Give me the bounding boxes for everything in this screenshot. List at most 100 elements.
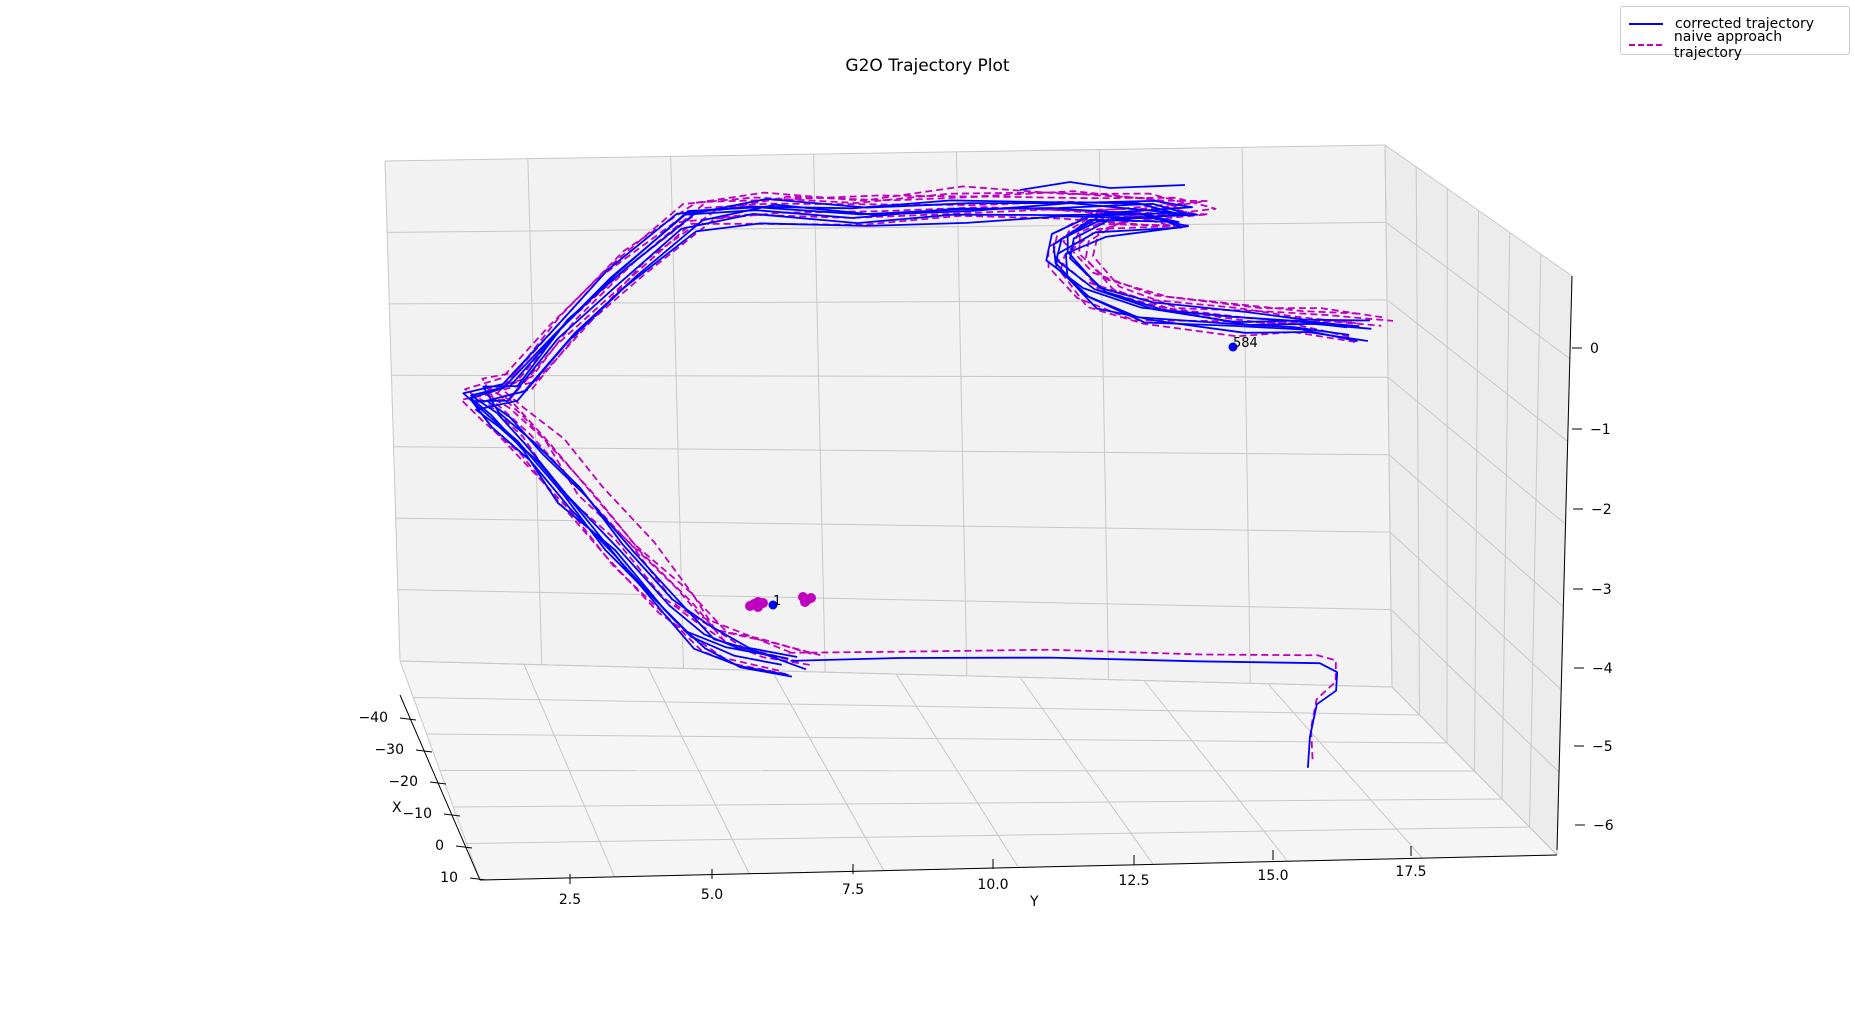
legend-item-naive: naive approach trajectory — [1621, 29, 1849, 61]
naive-trajectory-line — [472, 214, 1359, 675]
corrected-trajectory-line — [485, 202, 1372, 671]
x-axis-line — [399, 694, 481, 881]
grid-line — [1388, 454, 1564, 608]
y-tick-label: 5.0 — [701, 887, 723, 903]
grid-line — [895, 673, 1019, 868]
x-tick-label: −30 — [374, 742, 404, 758]
start-annotation: 1 — [773, 594, 781, 609]
corrected-trajectory-line — [471, 212, 1358, 676]
grid-line — [1384, 144, 1393, 688]
x-tick — [469, 877, 487, 881]
z-tick-label: −4 — [1592, 661, 1613, 677]
corrected-trajectory-line — [462, 199, 1348, 658]
right-pane — [1385, 145, 1572, 855]
x-tick-label: −40 — [358, 710, 388, 726]
z-tick-label: −5 — [1592, 739, 1613, 755]
grid-line — [1474, 210, 1479, 772]
grid-line — [813, 154, 826, 673]
grid-line — [1390, 609, 1560, 773]
end-annotation: 584 — [1233, 336, 1258, 351]
grid-line — [391, 374, 1389, 378]
legend-item-corrected: corrected trajectory — [1621, 14, 1814, 34]
naive-trajectory-line — [788, 648, 1337, 760]
x-tick — [455, 845, 473, 849]
end-marker — [1228, 342, 1238, 352]
y-tick-label: 12.5 — [1118, 873, 1149, 889]
y-tick-label: 17.5 — [1395, 864, 1426, 880]
y-tick-label: 15.0 — [1257, 868, 1288, 884]
naive-marker — [800, 597, 810, 607]
z-tick-label: 0 — [1590, 341, 1599, 357]
y-tick-label: 7.5 — [842, 882, 864, 898]
grid-line — [1384, 144, 1573, 277]
grid-line — [523, 664, 616, 878]
corrected-trajectory-line — [790, 656, 1339, 768]
grid-line — [1019, 676, 1154, 865]
grid-line — [397, 589, 1392, 611]
z-tick-label: −6 — [1593, 818, 1614, 834]
grid-line — [1386, 299, 1569, 442]
corrected-trajectory-line — [475, 215, 1369, 678]
chart-title: G2O Trajectory Plot — [845, 56, 1010, 76]
grid-line — [393, 446, 1390, 456]
legend-swatch-naive — [1629, 44, 1662, 46]
x-tick — [399, 717, 417, 721]
legend-label-corrected: corrected trajectory — [1675, 16, 1815, 32]
naive-trajectory-line — [501, 195, 1394, 656]
grid-line — [670, 156, 684, 669]
legend: corrected trajectory naive approach traj… — [1620, 6, 1850, 61]
legend-swatch-corrected — [1629, 23, 1663, 25]
x-tick — [443, 813, 461, 817]
grid-line — [1385, 222, 1571, 360]
grid-line — [1529, 254, 1542, 828]
y-axis-label: Y — [1029, 894, 1039, 910]
y-tick-label: 2.5 — [559, 892, 581, 908]
y-tick-label: 10.0 — [977, 877, 1008, 893]
x-axis-label: X — [392, 800, 402, 816]
x-tick-label: 0 — [435, 838, 444, 854]
z-tick-label: −1 — [1590, 422, 1611, 438]
start-marker — [768, 600, 778, 610]
naive-marker — [745, 601, 755, 611]
back-pane — [385, 145, 1392, 687]
grid-line — [955, 151, 968, 676]
grid-line — [1267, 683, 1423, 859]
grid-line — [1415, 166, 1420, 716]
grid-line — [1098, 149, 1110, 680]
grid-line — [1391, 686, 1558, 856]
corrected-trajectory-series — [462, 181, 1372, 768]
naive-trajectory-line — [481, 185, 1360, 654]
legend-label-naive: naive approach trajectory — [1673, 29, 1783, 61]
grid-line — [1389, 531, 1562, 690]
grid-line — [1501, 232, 1511, 800]
grid-line — [527, 158, 543, 665]
x-tick — [415, 749, 433, 753]
x-tick-label: 10 — [440, 870, 458, 886]
grid-line — [387, 221, 1387, 233]
y-axis-line — [479, 854, 1558, 881]
corrected-trajectory-line — [1019, 181, 1186, 191]
z-axis-line — [1556, 275, 1573, 851]
grid-line — [1387, 376, 1566, 525]
grid-line — [389, 299, 1388, 305]
grid-line — [384, 160, 401, 662]
naive-marker — [753, 602, 763, 612]
axes — [399, 275, 1573, 881]
x-tick-label: −10 — [402, 806, 432, 822]
grid-line — [771, 670, 885, 871]
x-tick — [429, 781, 447, 785]
grid-line — [1241, 147, 1251, 684]
grid-line — [647, 667, 750, 874]
grid-line — [384, 144, 1386, 162]
x-tick-label: −20 — [388, 774, 418, 790]
z-tick-label: −2 — [1591, 502, 1612, 518]
naive-trajectory-line — [500, 206, 1382, 666]
grid-line — [395, 517, 1391, 533]
z-tick-label: −3 — [1591, 582, 1612, 598]
grid-line — [1143, 680, 1289, 862]
grid-line — [399, 660, 481, 881]
